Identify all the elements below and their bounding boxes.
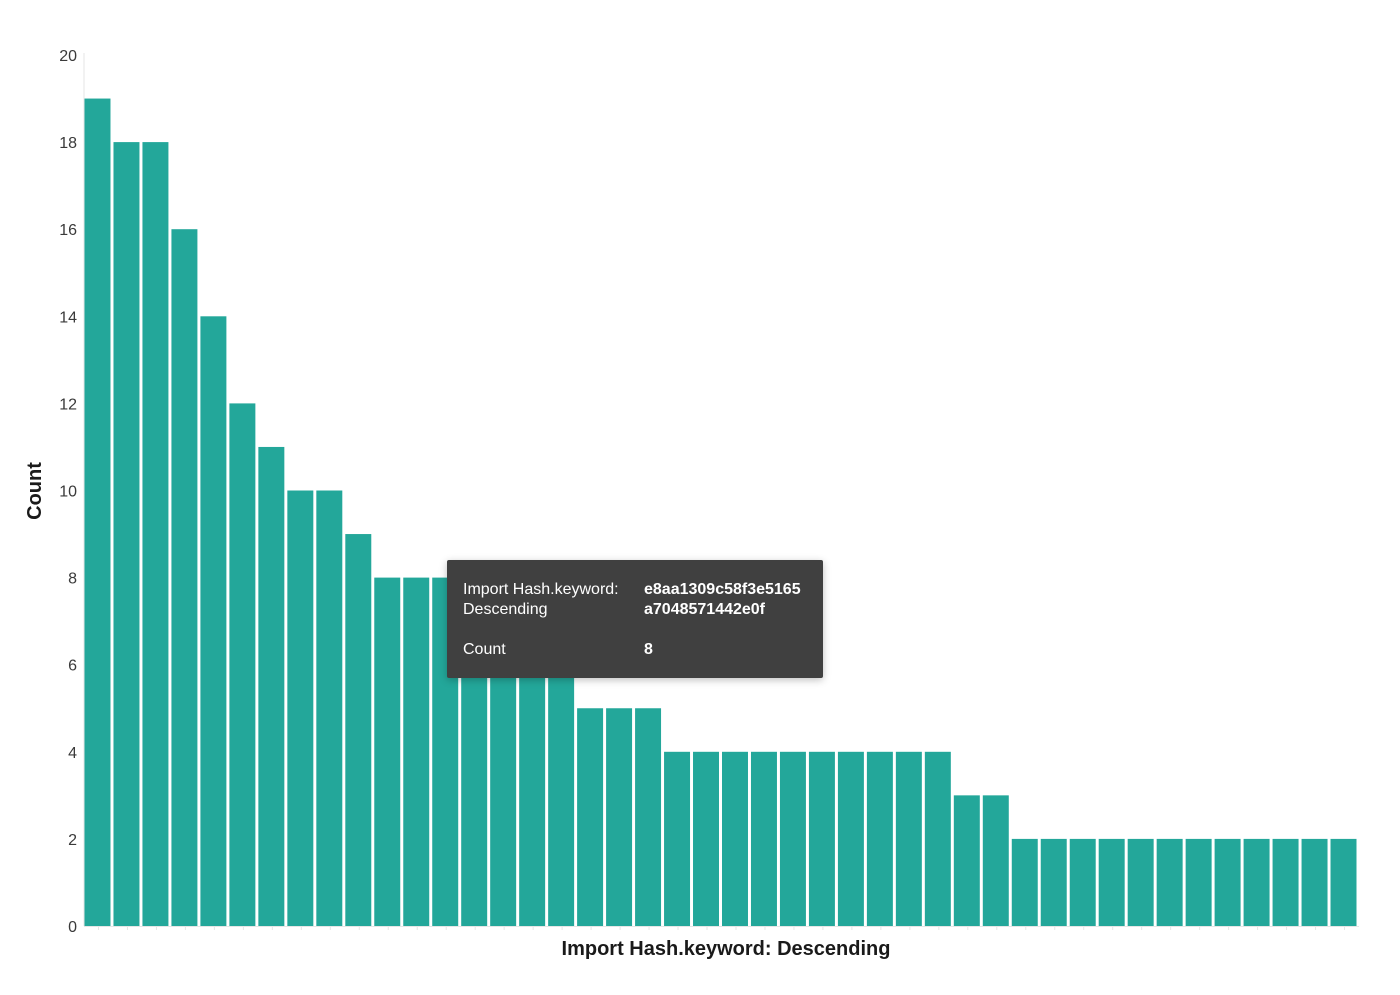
bar[interactable] <box>635 708 662 926</box>
bar[interactable] <box>316 490 343 927</box>
bar[interactable] <box>1127 838 1154 926</box>
y-tick-label: 6 <box>68 658 77 675</box>
bar[interactable] <box>345 534 372 926</box>
y-tick-label: 8 <box>68 571 77 588</box>
y-tick-label: 20 <box>59 48 77 65</box>
bar[interactable] <box>113 142 140 927</box>
y-tick-label: 10 <box>59 484 77 501</box>
tooltip-count-row: Count 8 <box>463 640 807 660</box>
bar[interactable] <box>229 403 256 926</box>
bar[interactable] <box>1040 838 1067 926</box>
bar[interactable] <box>1272 838 1299 926</box>
x-axis <box>84 926 1359 930</box>
bar[interactable] <box>866 751 893 926</box>
bar[interactable] <box>693 751 719 926</box>
bar[interactable] <box>200 316 227 926</box>
y-tick-label: 0 <box>68 919 77 936</box>
bar[interactable] <box>374 577 401 926</box>
bar[interactable] <box>1069 838 1096 926</box>
y-tick-label: 18 <box>59 135 77 152</box>
bar[interactable] <box>1214 838 1241 926</box>
bar[interactable] <box>171 229 198 926</box>
bar[interactable] <box>779 751 806 926</box>
tooltip-field-label: Import Hash.keyword: Descending <box>463 581 619 618</box>
bar[interactable] <box>1011 838 1038 926</box>
y-tick-label: 2 <box>68 832 77 849</box>
y-tick-label: 12 <box>59 396 77 413</box>
bar[interactable] <box>142 142 169 927</box>
tooltip-field-row: Import Hash.keyword: Descending e8aa1309… <box>463 580 807 620</box>
bars <box>84 98 1357 927</box>
bar[interactable] <box>1330 838 1357 926</box>
bar[interactable] <box>750 751 777 926</box>
y-axis: 0 2 4 6 8 10 12 14 16 18 20 <box>59 48 85 936</box>
bar[interactable] <box>982 795 1009 926</box>
bar[interactable] <box>953 795 980 926</box>
bar[interactable] <box>1185 838 1212 926</box>
bar[interactable] <box>287 490 314 927</box>
bar-tooltip: Import Hash.keyword: Descending e8aa1309… <box>447 560 823 678</box>
bar[interactable] <box>84 98 111 927</box>
y-tick-label: 16 <box>59 222 77 239</box>
tooltip-count-value: 8 <box>644 641 653 658</box>
bar[interactable] <box>1156 838 1183 926</box>
bar[interactable] <box>722 751 748 926</box>
bar[interactable] <box>837 751 864 926</box>
x-axis-title: Import Hash.keyword: Descending <box>562 938 891 960</box>
bar[interactable] <box>664 751 691 926</box>
y-tick-label: 14 <box>59 309 77 326</box>
bar[interactable] <box>606 708 633 926</box>
y-tick-label: 4 <box>68 745 77 762</box>
bar[interactable] <box>258 446 285 926</box>
bar[interactable] <box>1243 838 1270 926</box>
bar[interactable] <box>808 751 835 926</box>
y-axis-title: Count <box>24 462 46 520</box>
bar[interactable] <box>895 751 922 926</box>
bar[interactable] <box>1098 838 1125 926</box>
bar[interactable] <box>577 708 604 926</box>
tooltip-count-label: Count <box>463 641 506 658</box>
bar[interactable] <box>1301 838 1328 926</box>
bar[interactable] <box>924 751 951 926</box>
bar[interactable] <box>403 577 430 926</box>
tooltip-field-value: e8aa1309c58f3e5165a7048571442e0f <box>644 581 801 618</box>
